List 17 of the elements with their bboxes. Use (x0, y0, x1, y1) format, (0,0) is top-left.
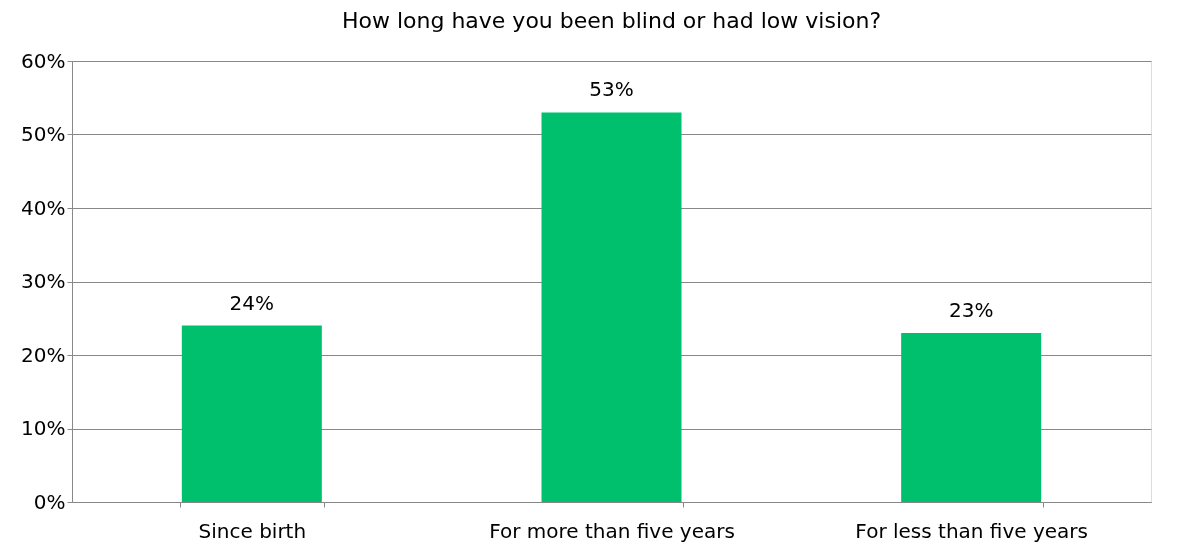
data-label: 24% (229, 290, 275, 315)
x-tick-label: For less than five years (855, 518, 1088, 543)
y-tick-label: 60% (21, 48, 66, 73)
x-tick-label: For more than five years (489, 518, 735, 543)
bar (901, 332, 1042, 502)
y-tick-label: 0% (33, 489, 66, 514)
chart-title: How long have you been blind or had low vision? (341, 8, 882, 33)
y-tick-label: 10% (21, 416, 66, 440)
data-label: 53% (589, 77, 634, 102)
data-label: 23% (948, 297, 994, 322)
y-tick-label: 40% (21, 195, 66, 220)
y-tick-label: 20% (21, 342, 66, 367)
x-tick-label: Since birth (198, 518, 307, 543)
y-tick-label: 30% (21, 269, 66, 293)
y-tick-label: 50% (21, 122, 66, 146)
bar (181, 325, 322, 502)
bar (541, 112, 682, 502)
